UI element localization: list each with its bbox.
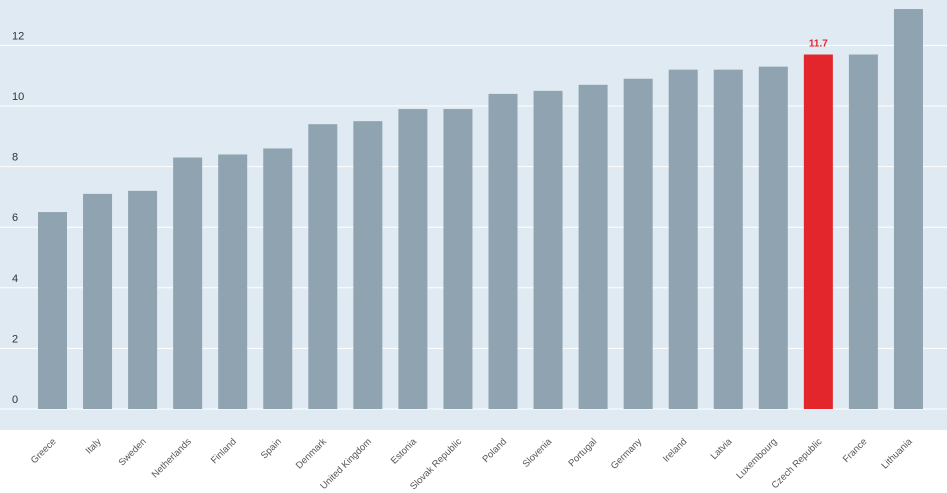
bar-estonia — [398, 109, 428, 410]
bar-ireland — [668, 69, 698, 410]
bar-latvia — [713, 69, 743, 410]
x-tick-label: Estonia — [389, 436, 420, 467]
x-tick-label: Denmark — [294, 436, 329, 471]
x-tick-label: Italy — [84, 436, 104, 456]
y-axis-tick-labels: 0 2 4 6 8 10 12 — [12, 30, 24, 406]
y-tick-label: 6 — [12, 212, 18, 224]
x-tick-label: Netherlands — [150, 436, 194, 480]
bar-united-kingdom — [353, 121, 383, 409]
x-tick-label: Luxembourg — [734, 436, 779, 481]
x-tick-label: Latvia — [709, 436, 735, 462]
bar-lithuania — [893, 9, 923, 410]
bar-italy — [83, 193, 113, 409]
bar-germany — [623, 78, 653, 409]
x-tick-label: Slovenia — [521, 436, 555, 470]
x-tick-label: Lithuania — [880, 436, 916, 472]
y-tick-label: 12 — [12, 30, 24, 42]
bar-greece — [38, 212, 67, 409]
data-labels: 11.7 — [809, 39, 828, 50]
x-tick-label: Finland — [209, 436, 239, 466]
y-tick-label: 0 — [12, 394, 18, 406]
bar-finland — [218, 154, 248, 409]
bar-france — [848, 54, 878, 410]
bar-luxembourg — [758, 66, 788, 410]
y-tick-label: 4 — [12, 273, 18, 285]
x-tick-label: Spain — [259, 436, 284, 461]
x-axis-category-labels: Greece Italy Sweden Netherlands Finland Spain… — [29, 436, 915, 492]
bar-denmark — [308, 124, 338, 409]
plot-background — [0, 0, 947, 430]
x-tick-label: Germany — [609, 436, 645, 472]
bar-slovak-republic — [443, 109, 473, 410]
bar-czech-republic — [803, 54, 833, 410]
gridlines — [0, 44, 947, 410]
y-tick-label: 8 — [12, 152, 18, 164]
x-tick-label: Ireland — [661, 436, 689, 464]
x-tick-label: Greece — [29, 436, 59, 466]
y-tick-label: 10 — [12, 91, 24, 103]
data-label: 11.7 — [809, 39, 828, 50]
x-tick-label: Poland — [480, 436, 509, 465]
bar-spain — [263, 148, 293, 409]
bar-netherlands — [173, 157, 203, 409]
bar-sweden — [128, 190, 158, 409]
bars — [38, 9, 923, 410]
x-tick-label: France — [841, 436, 870, 465]
y-tick-label: 2 — [12, 333, 18, 345]
bar-poland — [488, 93, 518, 410]
bar-portugal — [578, 84, 608, 409]
bar-slovenia — [533, 90, 563, 410]
x-tick-label: Portugal — [566, 436, 599, 469]
x-tick-label: Sweden — [117, 436, 149, 468]
